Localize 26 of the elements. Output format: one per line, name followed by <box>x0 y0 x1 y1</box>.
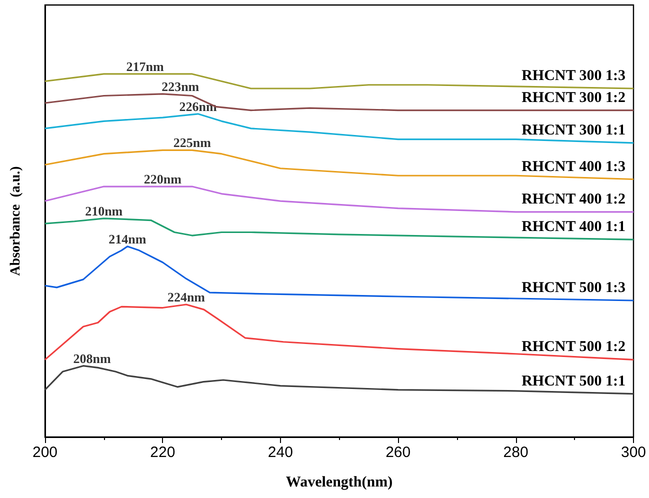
x-tick-label: 220 <box>150 444 176 461</box>
series-label: RHCNT 400 1:3 <box>522 158 626 175</box>
annotation: 208nm <box>73 350 112 366</box>
series-label: RHCNT 400 1:2 <box>522 191 626 208</box>
series-label: RHCNT 300 1:2 <box>522 90 626 106</box>
x-tick-label: 260 <box>386 444 411 461</box>
x-tick-label: 300 <box>620 444 646 461</box>
annotation: 214nm <box>108 231 146 246</box>
series-label: RHCNT 500 1:3 <box>522 280 626 296</box>
series-label: RHCNT 400 1:1 <box>522 219 626 236</box>
x-tick-label: 280 <box>503 444 528 461</box>
annotation: 217nm <box>126 58 164 74</box>
annotation: 210nm <box>85 203 123 218</box>
series-label: RHCNT 500 1:1 <box>522 373 626 390</box>
series-label: RHCNT 300 1:3 <box>522 68 626 84</box>
annotation: 223nm <box>162 78 200 94</box>
annotation: 225nm <box>173 135 212 150</box>
y-axis-title: Absorbance (a.u.) <box>8 166 24 276</box>
x-axis-title: Wavelength(nm) <box>286 474 393 490</box>
series-label: RHCNT 500 1:2 <box>522 339 626 356</box>
x-tick-label: 240 <box>268 444 293 461</box>
series-label: RHCNT 300 1:1 <box>522 122 626 138</box>
x-tick-label: 200 <box>32 444 58 461</box>
annotation: 224nm <box>167 289 206 304</box>
annotation: 220nm <box>144 172 182 187</box>
annotation: 226nm <box>179 98 217 114</box>
